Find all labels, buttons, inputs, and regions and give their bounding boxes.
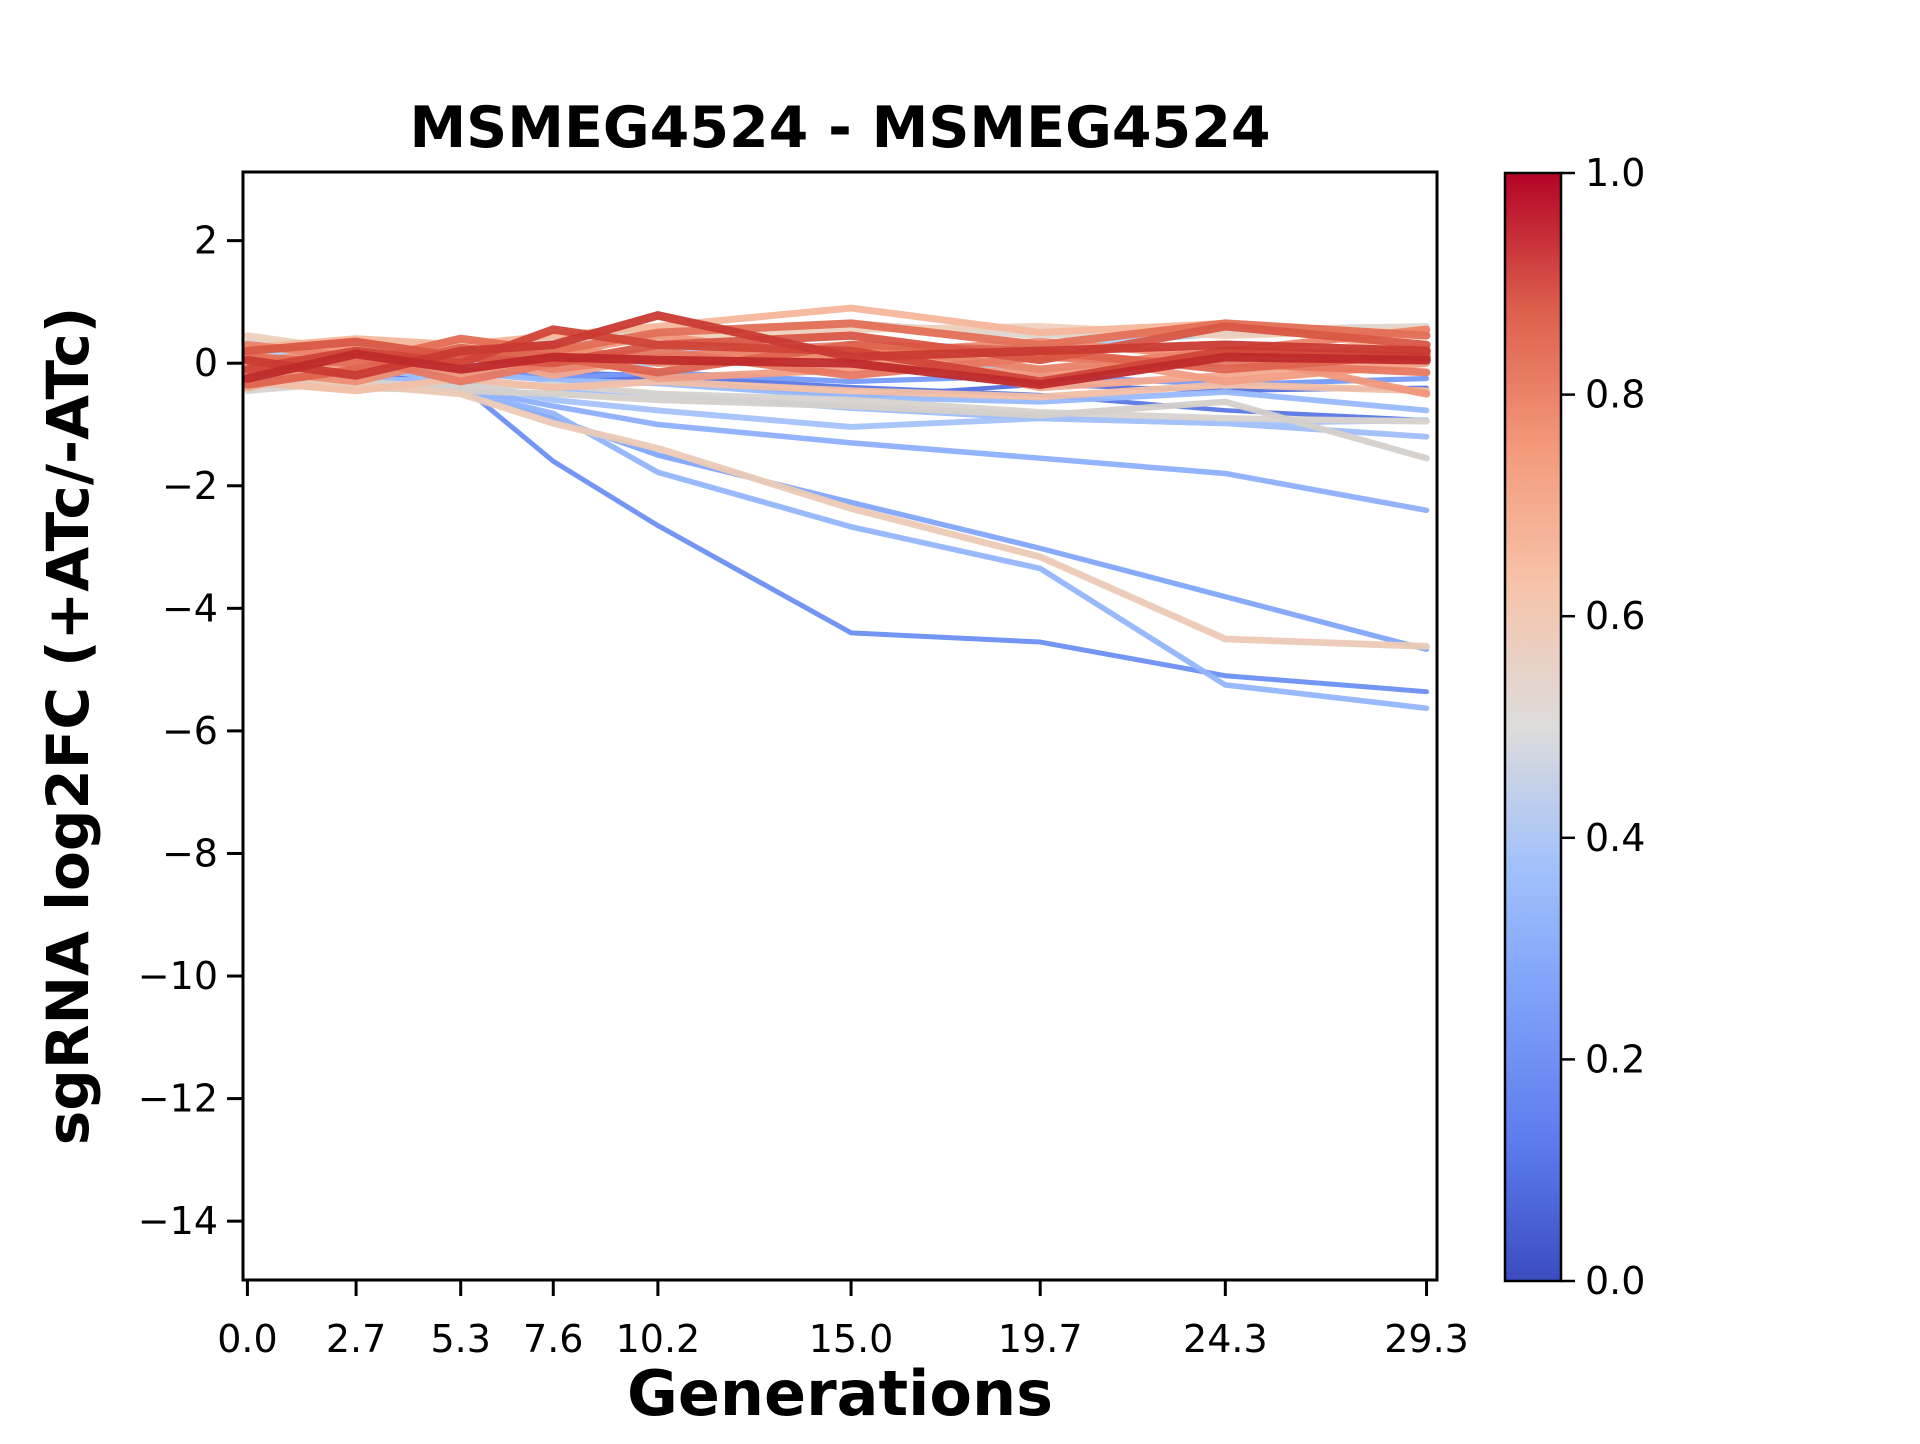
x-tick-label: 5.3 — [430, 1317, 490, 1361]
series-lines — [243, 304, 1431, 712]
x-tick-label: 24.3 — [1183, 1317, 1268, 1361]
series-line — [243, 311, 1431, 380]
y-tick-label: −2 — [162, 464, 218, 508]
y-tick-label: −10 — [138, 954, 218, 998]
y-tick-label: −6 — [162, 709, 218, 753]
y-tick-label: 0 — [194, 341, 218, 385]
y-tick-label: −8 — [162, 831, 218, 875]
colorbar-tick-label: 0.0 — [1585, 1259, 1645, 1303]
colorbar-tick-label: 0.4 — [1585, 816, 1645, 860]
y-tick-label: −14 — [138, 1199, 218, 1243]
colorbar-tick-label: 0.8 — [1585, 373, 1645, 417]
colorbar-tick-label: 0.2 — [1585, 1037, 1645, 1081]
series-line — [243, 349, 1431, 390]
x-tick-label: 0.0 — [217, 1317, 277, 1361]
colorbar-tick-label: 1.0 — [1585, 151, 1645, 195]
colorbar-gradient — [1503, 171, 1563, 1283]
axes — [241, 170, 1439, 1282]
x-tick-label: 2.7 — [326, 1317, 386, 1361]
axis-ticks: 0.0 2.7 5.3 7.6 10.2 15.0 19.7 24.3 29.3 2 0 −2 −4 −6… — [138, 219, 1469, 1361]
x-tick-label: 10.2 — [616, 1317, 701, 1361]
y-tick-label: 2 — [194, 219, 218, 263]
x-tick-label: 19.7 — [998, 1317, 1083, 1361]
y-tick-label: −4 — [162, 586, 218, 630]
series-line — [243, 304, 1431, 355]
y-axis-label: sgRNA log2FC (+ATc/-ATc) — [34, 307, 102, 1145]
x-tick-label: 7.6 — [523, 1317, 583, 1361]
x-axis-label: Generations — [627, 1357, 1053, 1430]
colorbar: 1.0 0.8 0.6 0.4 0.2 0.0 — [1503, 151, 1645, 1303]
y-tick-label: −12 — [138, 1077, 218, 1121]
chart-title: MSMEG4524 - MSMEG4524 — [409, 95, 1270, 161]
plot-border — [241, 170, 1439, 1282]
colorbar-tick-label: 0.6 — [1585, 594, 1645, 638]
x-tick-label: 29.3 — [1384, 1317, 1469, 1361]
x-tick-label: 15.0 — [809, 1317, 894, 1361]
